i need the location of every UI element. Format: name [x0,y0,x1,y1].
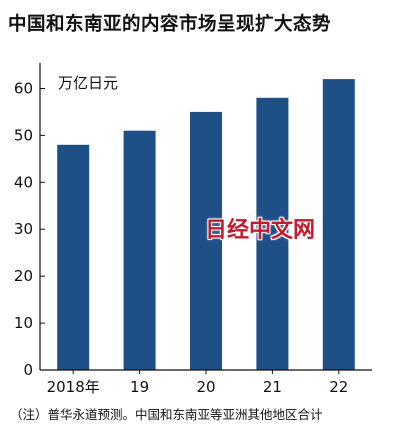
y-tick-label: 20 [14,267,33,285]
x-tick-label: 19 [130,378,149,396]
source-note: （注）普华永道预测。中国和东南亚等亚洲其他地区合计 [10,407,323,422]
bar-0 [57,144,90,370]
bar-3 [256,97,289,371]
x-tick-label: 22 [329,378,348,396]
y-tick-label: 30 [14,220,33,238]
y-tick-label: 10 [14,314,33,332]
y-tick-label: 60 [14,80,33,98]
watermark-logo: 日经中文网 [205,218,316,243]
x-tick-label: 20 [196,378,215,396]
bar-4 [322,79,355,370]
y-tick-label: 50 [14,126,33,144]
y-tick-label: 40 [14,173,33,191]
y-tick-label: 0 [23,361,33,379]
y-axis-unit-label: 万亿日元 [58,74,119,92]
chart-title: 中国和东南亚的内容市场呈现扩大态势 [8,14,332,35]
bar-2 [190,111,222,371]
x-tick-label: 21 [263,378,282,396]
x-tick-label: 2018年 [47,378,100,396]
bar-1 [123,130,156,370]
